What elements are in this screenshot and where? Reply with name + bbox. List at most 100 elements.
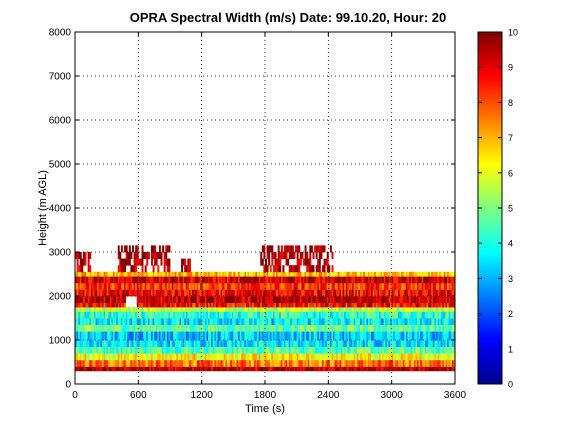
heatmap-cell xyxy=(171,276,174,284)
heatmap-cell xyxy=(285,359,288,367)
heatmap-cell xyxy=(396,331,399,341)
heatmap-cell xyxy=(315,282,318,290)
heatmap-cell xyxy=(261,311,264,319)
heatmap-cell xyxy=(318,282,321,290)
heatmap-cell xyxy=(274,258,277,266)
heatmap-cell xyxy=(238,311,241,319)
heatmap-cell xyxy=(94,324,96,332)
heatmap-cell xyxy=(443,318,446,325)
heatmap-cell xyxy=(185,366,188,372)
heatmap-cell xyxy=(223,311,226,319)
heatmap-cell xyxy=(385,311,388,319)
heatmap-cell xyxy=(230,359,233,367)
heatmap-cell xyxy=(415,324,418,332)
heatmap-cell xyxy=(391,307,394,312)
heatmap-cell xyxy=(75,307,77,312)
heatmap-cell xyxy=(322,318,324,325)
heatmap-cell xyxy=(424,271,427,277)
heatmap-cell xyxy=(81,271,84,277)
heatmap-cell xyxy=(182,276,185,284)
heatmap-cell xyxy=(306,296,309,303)
heatmap-cell xyxy=(144,296,147,303)
heatmap-cell xyxy=(355,359,358,367)
heatmap-cell xyxy=(361,271,364,277)
heatmap-cell xyxy=(90,353,93,361)
heatmap-cell xyxy=(234,331,237,341)
heatmap-cell xyxy=(388,353,391,361)
heatmap-cell xyxy=(223,302,226,308)
heatmap-cell xyxy=(284,245,286,253)
heatmap-cell xyxy=(158,318,161,325)
heatmap-cell xyxy=(445,318,448,325)
heatmap-cell xyxy=(238,302,241,308)
heatmap-cell xyxy=(329,346,332,354)
heatmap-cell xyxy=(298,289,301,297)
heatmap-cell xyxy=(266,366,269,372)
heatmap-cell xyxy=(307,366,310,372)
heatmap-cell xyxy=(434,289,437,297)
heatmap-cell xyxy=(390,318,393,325)
heatmap-cell xyxy=(432,276,435,284)
heatmap-cell xyxy=(364,331,367,341)
heatmap-cell xyxy=(440,359,443,367)
heatmap-cell xyxy=(193,340,196,347)
heatmap-cell xyxy=(81,282,84,290)
heatmap-cell xyxy=(119,258,122,266)
heatmap-cell xyxy=(391,318,394,325)
heatmap-cell xyxy=(233,282,236,290)
heatmap-cell xyxy=(217,366,220,372)
heatmap-cell xyxy=(76,324,79,332)
heatmap-cell xyxy=(92,271,95,277)
heatmap-cell xyxy=(258,359,261,367)
heatmap-cell xyxy=(325,366,328,372)
heatmap-cell xyxy=(253,353,256,361)
heatmap-cell xyxy=(119,346,122,354)
heatmap-cell xyxy=(437,359,440,367)
heatmap-cell xyxy=(418,359,421,367)
heatmap-cell xyxy=(318,346,321,354)
heatmap-cell xyxy=(195,282,198,290)
heatmap-cell xyxy=(437,318,440,325)
heatmap-cell xyxy=(432,282,435,290)
heatmap-cell xyxy=(120,289,123,297)
heatmap-cell xyxy=(451,318,454,325)
heatmap-cell xyxy=(348,318,351,325)
heatmap-cell xyxy=(434,318,437,325)
heatmap-cell xyxy=(428,366,431,372)
heatmap-cell xyxy=(426,353,429,361)
heatmap-cell xyxy=(345,353,348,361)
heatmap-cell xyxy=(268,311,271,319)
heatmap-cell xyxy=(405,331,408,341)
heatmap-cell xyxy=(75,296,77,303)
heatmap-cell xyxy=(263,311,266,319)
heatmap-cell xyxy=(296,340,299,347)
heatmap-cell xyxy=(440,340,443,347)
heatmap-cell xyxy=(86,311,89,319)
heatmap-cell xyxy=(282,296,285,303)
heatmap-cell xyxy=(269,340,272,347)
heatmap-cell xyxy=(269,311,272,319)
heatmap-cell xyxy=(266,346,269,354)
heatmap-cell xyxy=(187,302,190,308)
heatmap-cell xyxy=(329,359,332,367)
heatmap-cell xyxy=(179,366,182,372)
heatmap-cell xyxy=(152,265,155,273)
heatmap-cell xyxy=(363,366,366,372)
heatmap-cell xyxy=(133,346,136,354)
heatmap-cell xyxy=(280,311,283,319)
heatmap-cell xyxy=(265,340,267,347)
heatmap-cell xyxy=(141,359,144,367)
heatmap-cell xyxy=(203,296,206,303)
heatmap-cell xyxy=(375,271,378,277)
heatmap-cell xyxy=(116,324,119,332)
heatmap-cell xyxy=(236,289,239,297)
heatmap-cell xyxy=(342,307,345,312)
heatmap-cell xyxy=(314,296,317,303)
heatmap-cell xyxy=(135,366,138,372)
heatmap-cell xyxy=(87,302,90,308)
heatmap-cell xyxy=(250,340,253,347)
heatmap-cell xyxy=(184,340,187,347)
heatmap-cell xyxy=(336,296,339,303)
heatmap-cell xyxy=(364,353,367,361)
heatmap-cell xyxy=(106,346,109,354)
